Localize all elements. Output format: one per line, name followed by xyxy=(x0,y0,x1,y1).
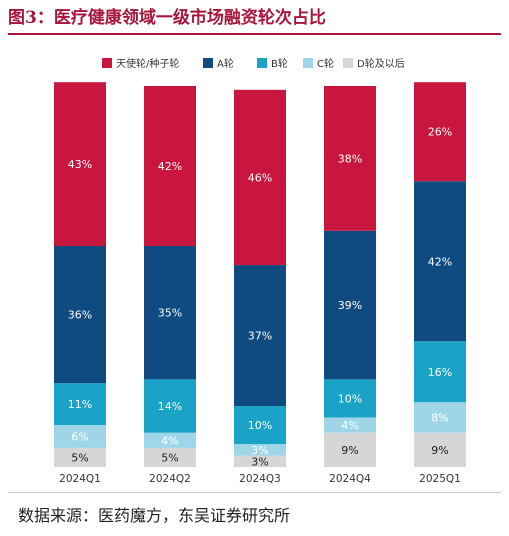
bar-segment xyxy=(144,447,196,467)
bar-segment xyxy=(414,432,466,467)
data-label: 16% xyxy=(428,366,452,379)
data-label: 26% xyxy=(428,126,452,139)
x-tick-label: 2025Q1 xyxy=(419,473,461,485)
bar-segment xyxy=(414,341,466,403)
legend-label: C轮 xyxy=(317,57,334,70)
legend-label: A轮 xyxy=(217,57,234,70)
bar-segment xyxy=(234,89,286,266)
bar-segment xyxy=(324,379,376,418)
data-label: 4% xyxy=(161,434,178,447)
bar-segment xyxy=(324,86,376,231)
legend-swatch xyxy=(303,58,313,68)
legend-swatch xyxy=(257,58,267,68)
bar-segment xyxy=(234,406,286,445)
data-label: 42% xyxy=(158,160,182,173)
data-label: 9% xyxy=(341,444,358,457)
bar-segment xyxy=(54,425,106,448)
data-label: 36% xyxy=(68,309,92,322)
chart-bars: 5% 6% 11% 36% 43% 5% 4% 14% 35% 42% 3%3% 10% 37% 46% 9… xyxy=(54,82,466,468)
legend-swatch xyxy=(343,58,353,68)
data-label: 3% xyxy=(251,455,268,468)
bar-segment xyxy=(234,455,286,467)
bar-segment xyxy=(54,246,106,384)
bar-segment xyxy=(54,82,106,247)
x-tick-label: 2024Q3 xyxy=(239,473,281,485)
data-label: 9% xyxy=(431,444,448,457)
bar-segment xyxy=(144,379,196,433)
legend-label: 天使轮/种子轮 xyxy=(116,57,179,70)
bar-segment xyxy=(324,432,376,467)
source-note: 数据来源：医药魔方，东吴证券研究所 xyxy=(18,506,291,525)
x-axis-ticks: 2024Q1 2024Q2 2024Q3 2024Q4 2025Q1 xyxy=(59,473,461,485)
data-label: 14% xyxy=(158,400,182,413)
data-label: 10% xyxy=(248,419,272,432)
bar-segment xyxy=(234,444,286,456)
data-label: 46% xyxy=(248,171,272,184)
bar-segment xyxy=(234,265,286,407)
bar-segment xyxy=(414,82,466,182)
bar-segment xyxy=(324,417,376,433)
figure-title: 图3：医疗健康领域一级市场融资轮次占比 xyxy=(8,8,326,28)
title-rule xyxy=(8,33,501,35)
x-tick-label: 2024Q2 xyxy=(149,473,191,485)
legend-label: D轮及以后 xyxy=(357,57,405,70)
legend-label: B轮 xyxy=(271,57,288,70)
data-label: 38% xyxy=(338,152,362,165)
bar-segment xyxy=(54,383,106,426)
data-label: 39% xyxy=(338,299,362,312)
bar-segment xyxy=(324,230,376,380)
legend-swatch xyxy=(102,58,112,68)
data-label: 6% xyxy=(71,431,88,444)
bottom-rule xyxy=(8,492,501,493)
data-label: 5% xyxy=(161,451,178,464)
data-label: 10% xyxy=(338,392,362,405)
bar-segment xyxy=(414,402,466,433)
x-tick-label: 2024Q1 xyxy=(59,473,101,485)
chart-legend: 天使轮/种子轮 A轮 B轮 C轮 D轮及以后 xyxy=(102,57,405,70)
x-tick-label: 2024Q4 xyxy=(329,473,371,485)
data-label: 3% xyxy=(251,444,268,457)
data-label: 42% xyxy=(428,255,452,268)
bar-segment xyxy=(144,432,196,448)
data-label: 4% xyxy=(341,419,358,432)
bar-segment xyxy=(54,447,106,467)
bar-segment xyxy=(414,181,466,342)
bar-segment xyxy=(144,86,196,247)
bar-segment xyxy=(144,246,196,380)
data-label: 8% xyxy=(431,411,448,424)
stacked-bar-chart: 天使轮/种子轮 A轮 B轮 C轮 D轮及以后 5% 6% 11% 36% 43% 5% 4% 14% 3… xyxy=(54,57,466,485)
data-label: 35% xyxy=(158,307,182,320)
data-label: 11% xyxy=(68,398,92,411)
data-label: 5% xyxy=(71,451,88,464)
data-label: 43% xyxy=(68,158,92,171)
data-label: 37% xyxy=(248,330,272,343)
legend-swatch xyxy=(203,58,213,68)
